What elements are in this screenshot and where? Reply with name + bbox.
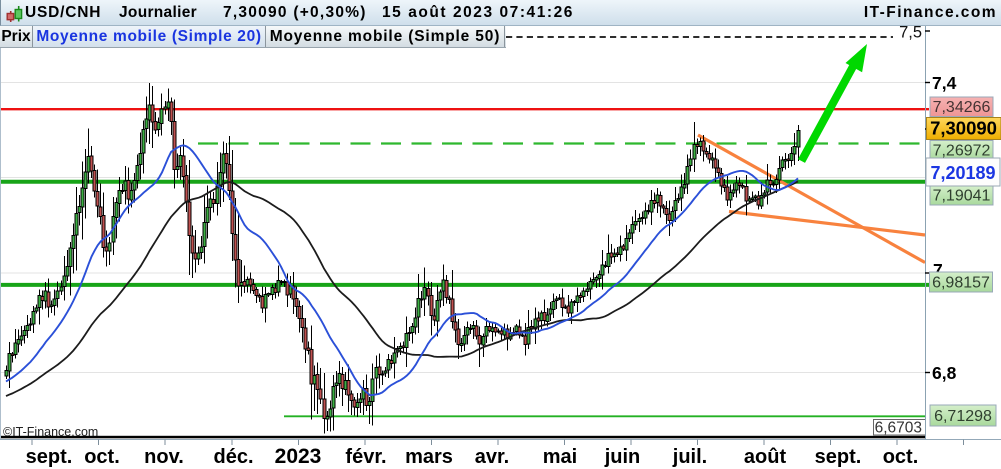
svg-text:2023: 2023 (275, 445, 322, 468)
svg-text:août: août (744, 446, 787, 468)
svg-text:7: 7 (933, 260, 943, 280)
svg-text:avr.: avr. (475, 446, 509, 468)
svg-text:6,71298: 6,71298 (934, 408, 992, 425)
svg-text:oct.: oct. (883, 446, 919, 468)
svg-text:7,20189: 7,20189 (930, 163, 995, 183)
svg-text:oct.: oct. (84, 446, 120, 468)
svg-text:6,8: 6,8 (932, 363, 957, 383)
svg-text:juin: juin (604, 446, 641, 468)
svg-text:7,19041: 7,19041 (933, 188, 991, 205)
svg-text:juil.: juil. (672, 446, 707, 468)
svg-text:févr.: févr. (345, 446, 386, 468)
svg-text:mai: mai (543, 446, 577, 468)
svg-text:sept.: sept. (815, 446, 862, 468)
svg-text:©IT-Finance.com: ©IT-Finance.com (3, 425, 98, 439)
svg-text:nov.: nov. (144, 446, 184, 468)
svg-text:7,4: 7,4 (932, 73, 957, 93)
svg-text:sept.: sept. (26, 446, 73, 468)
svg-text:déc.: déc. (213, 446, 253, 468)
svg-text:mars: mars (405, 446, 453, 468)
svg-text:7,34266: 7,34266 (933, 99, 991, 116)
svg-text:6,98157: 6,98157 (932, 275, 990, 292)
svg-text:7,30090: 7,30090 (930, 118, 997, 139)
svg-text:7,5: 7,5 (899, 24, 922, 42)
svg-text:6,6703: 6,6703 (875, 420, 922, 437)
svg-text:7,26972: 7,26972 (933, 143, 991, 160)
